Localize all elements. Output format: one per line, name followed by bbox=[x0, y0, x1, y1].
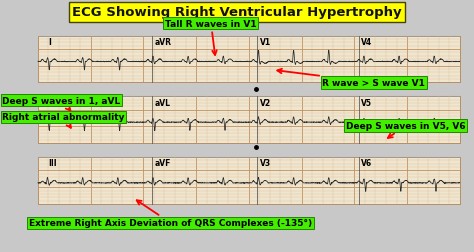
Text: V2: V2 bbox=[260, 98, 271, 107]
Text: Deep S waves in 1, aVL: Deep S waves in 1, aVL bbox=[2, 96, 120, 111]
Text: aVL: aVL bbox=[154, 98, 170, 107]
FancyBboxPatch shape bbox=[38, 37, 460, 83]
Text: R wave > S wave V1: R wave > S wave V1 bbox=[277, 70, 425, 88]
Text: II: II bbox=[49, 98, 55, 107]
Text: V1: V1 bbox=[260, 38, 271, 47]
Text: III: III bbox=[49, 159, 57, 168]
Text: Tall R waves in V1: Tall R waves in V1 bbox=[165, 19, 257, 56]
Text: aVR: aVR bbox=[154, 38, 171, 47]
Text: I: I bbox=[49, 38, 52, 47]
Text: V5: V5 bbox=[361, 98, 372, 107]
Text: V4: V4 bbox=[361, 38, 372, 47]
Text: Deep S waves in V5, V6: Deep S waves in V5, V6 bbox=[346, 121, 465, 138]
Text: Extreme Right Axis Deviation of QRS Complexes (-135°): Extreme Right Axis Deviation of QRS Comp… bbox=[29, 201, 312, 228]
Text: Right atrial abnormality: Right atrial abnormality bbox=[2, 113, 125, 128]
Text: aVF: aVF bbox=[154, 159, 171, 168]
FancyBboxPatch shape bbox=[38, 158, 460, 204]
Text: V3: V3 bbox=[260, 159, 271, 168]
Text: V6: V6 bbox=[361, 159, 372, 168]
Text: ECG Showing Right Ventricular Hypertrophy: ECG Showing Right Ventricular Hypertroph… bbox=[72, 6, 402, 19]
FancyBboxPatch shape bbox=[38, 97, 460, 144]
